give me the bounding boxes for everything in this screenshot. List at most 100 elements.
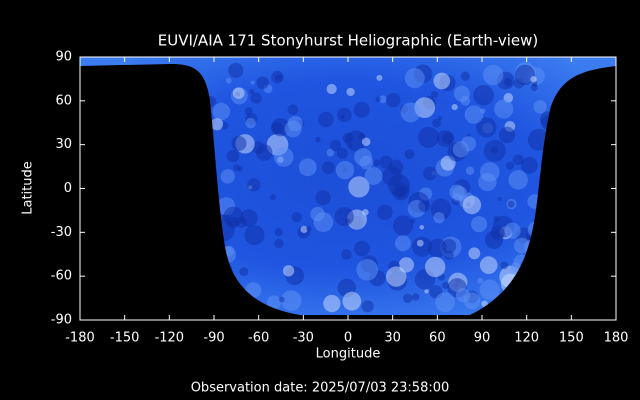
texture: [464, 105, 484, 124]
texture: [247, 178, 261, 192]
texture: [483, 139, 506, 162]
texture: [498, 126, 516, 144]
texture: [223, 245, 235, 257]
texture: [228, 62, 244, 78]
x-tick-label: 30: [384, 331, 401, 346]
texture: [210, 118, 224, 131]
texture: [385, 92, 401, 108]
texture: [342, 291, 362, 311]
texture: [527, 128, 550, 151]
texture: [287, 104, 299, 116]
texture: [326, 83, 337, 95]
y-axis-label: Latitude: [21, 161, 36, 215]
texture: [505, 161, 515, 170]
texture: [481, 300, 488, 308]
texture: [237, 166, 243, 172]
texture: [256, 76, 269, 90]
texture: [306, 226, 312, 232]
texture: [204, 240, 216, 252]
texture: [330, 140, 342, 152]
texture: [216, 268, 223, 275]
texture: [388, 159, 404, 175]
texture: [354, 148, 373, 167]
texture: [315, 136, 321, 143]
observation-date: Observation date: 2025/07/03 23:58:00: [191, 381, 450, 396]
x-tick-label: -150: [110, 331, 140, 346]
texture: [404, 68, 425, 89]
texture: [356, 258, 379, 281]
texture: [513, 237, 530, 254]
texture: [364, 167, 383, 185]
texture: [431, 90, 439, 99]
chart-title: EUVI/AIA 171 Stonyhurst Heliographic (Ea…: [158, 32, 539, 50]
texture: [361, 300, 374, 313]
texture: [476, 117, 497, 138]
texture: [244, 225, 265, 246]
texture: [239, 267, 249, 277]
texture: [270, 194, 276, 201]
texture: [477, 277, 484, 284]
texture: [266, 295, 282, 310]
y-tick-label: -90: [51, 313, 72, 328]
texture: [282, 265, 295, 277]
texture: [503, 77, 513, 87]
texture: [212, 102, 231, 121]
texture: [433, 72, 451, 90]
texture: [530, 76, 537, 83]
texture: [419, 225, 425, 230]
texture: [300, 225, 308, 234]
texture: [452, 141, 469, 158]
texture: [223, 206, 244, 227]
texture: [519, 268, 541, 290]
texture: [417, 126, 440, 148]
texture: [376, 74, 383, 81]
texture: [274, 227, 283, 237]
texture: [348, 176, 370, 198]
texture: [348, 143, 353, 148]
texture: [494, 99, 514, 119]
texture: [336, 147, 348, 159]
texture: [335, 160, 355, 180]
texture: [274, 238, 284, 249]
texture: [315, 190, 331, 206]
texture: [424, 289, 429, 294]
x-tick-label: 90: [474, 331, 491, 346]
texture: [354, 240, 370, 257]
texture: [240, 209, 258, 227]
texture: [432, 118, 442, 128]
texture: [250, 92, 262, 104]
x-tick-label: 120: [514, 331, 539, 346]
texture: [424, 256, 446, 278]
texture: [334, 207, 354, 227]
texture: [280, 290, 302, 311]
y-tick-label: -30: [51, 225, 72, 240]
texture: [462, 195, 482, 215]
texture: [482, 64, 504, 86]
texture: [471, 216, 488, 233]
x-tick-label: 0: [344, 331, 352, 346]
texture: [358, 132, 366, 140]
texture: [451, 103, 458, 111]
texture: [410, 218, 415, 224]
texture: [427, 238, 447, 258]
x-tick-label: 60: [429, 331, 446, 346]
texture: [404, 149, 415, 160]
x-tick-label: -90: [203, 331, 224, 346]
texture: [412, 236, 433, 257]
y-tick-label: -60: [51, 269, 72, 284]
x-tick-label: -120: [155, 331, 185, 346]
texture: [444, 250, 454, 260]
texture: [250, 80, 255, 85]
texture: [255, 144, 273, 161]
texture: [377, 204, 393, 221]
texture: [298, 158, 317, 177]
texture: [473, 84, 494, 106]
texture: [212, 260, 233, 281]
texture: [468, 247, 481, 260]
x-tick-label: -30: [293, 331, 314, 346]
texture: [435, 292, 456, 313]
texture: [205, 286, 215, 296]
texture: [244, 107, 253, 116]
texture: [527, 221, 546, 239]
